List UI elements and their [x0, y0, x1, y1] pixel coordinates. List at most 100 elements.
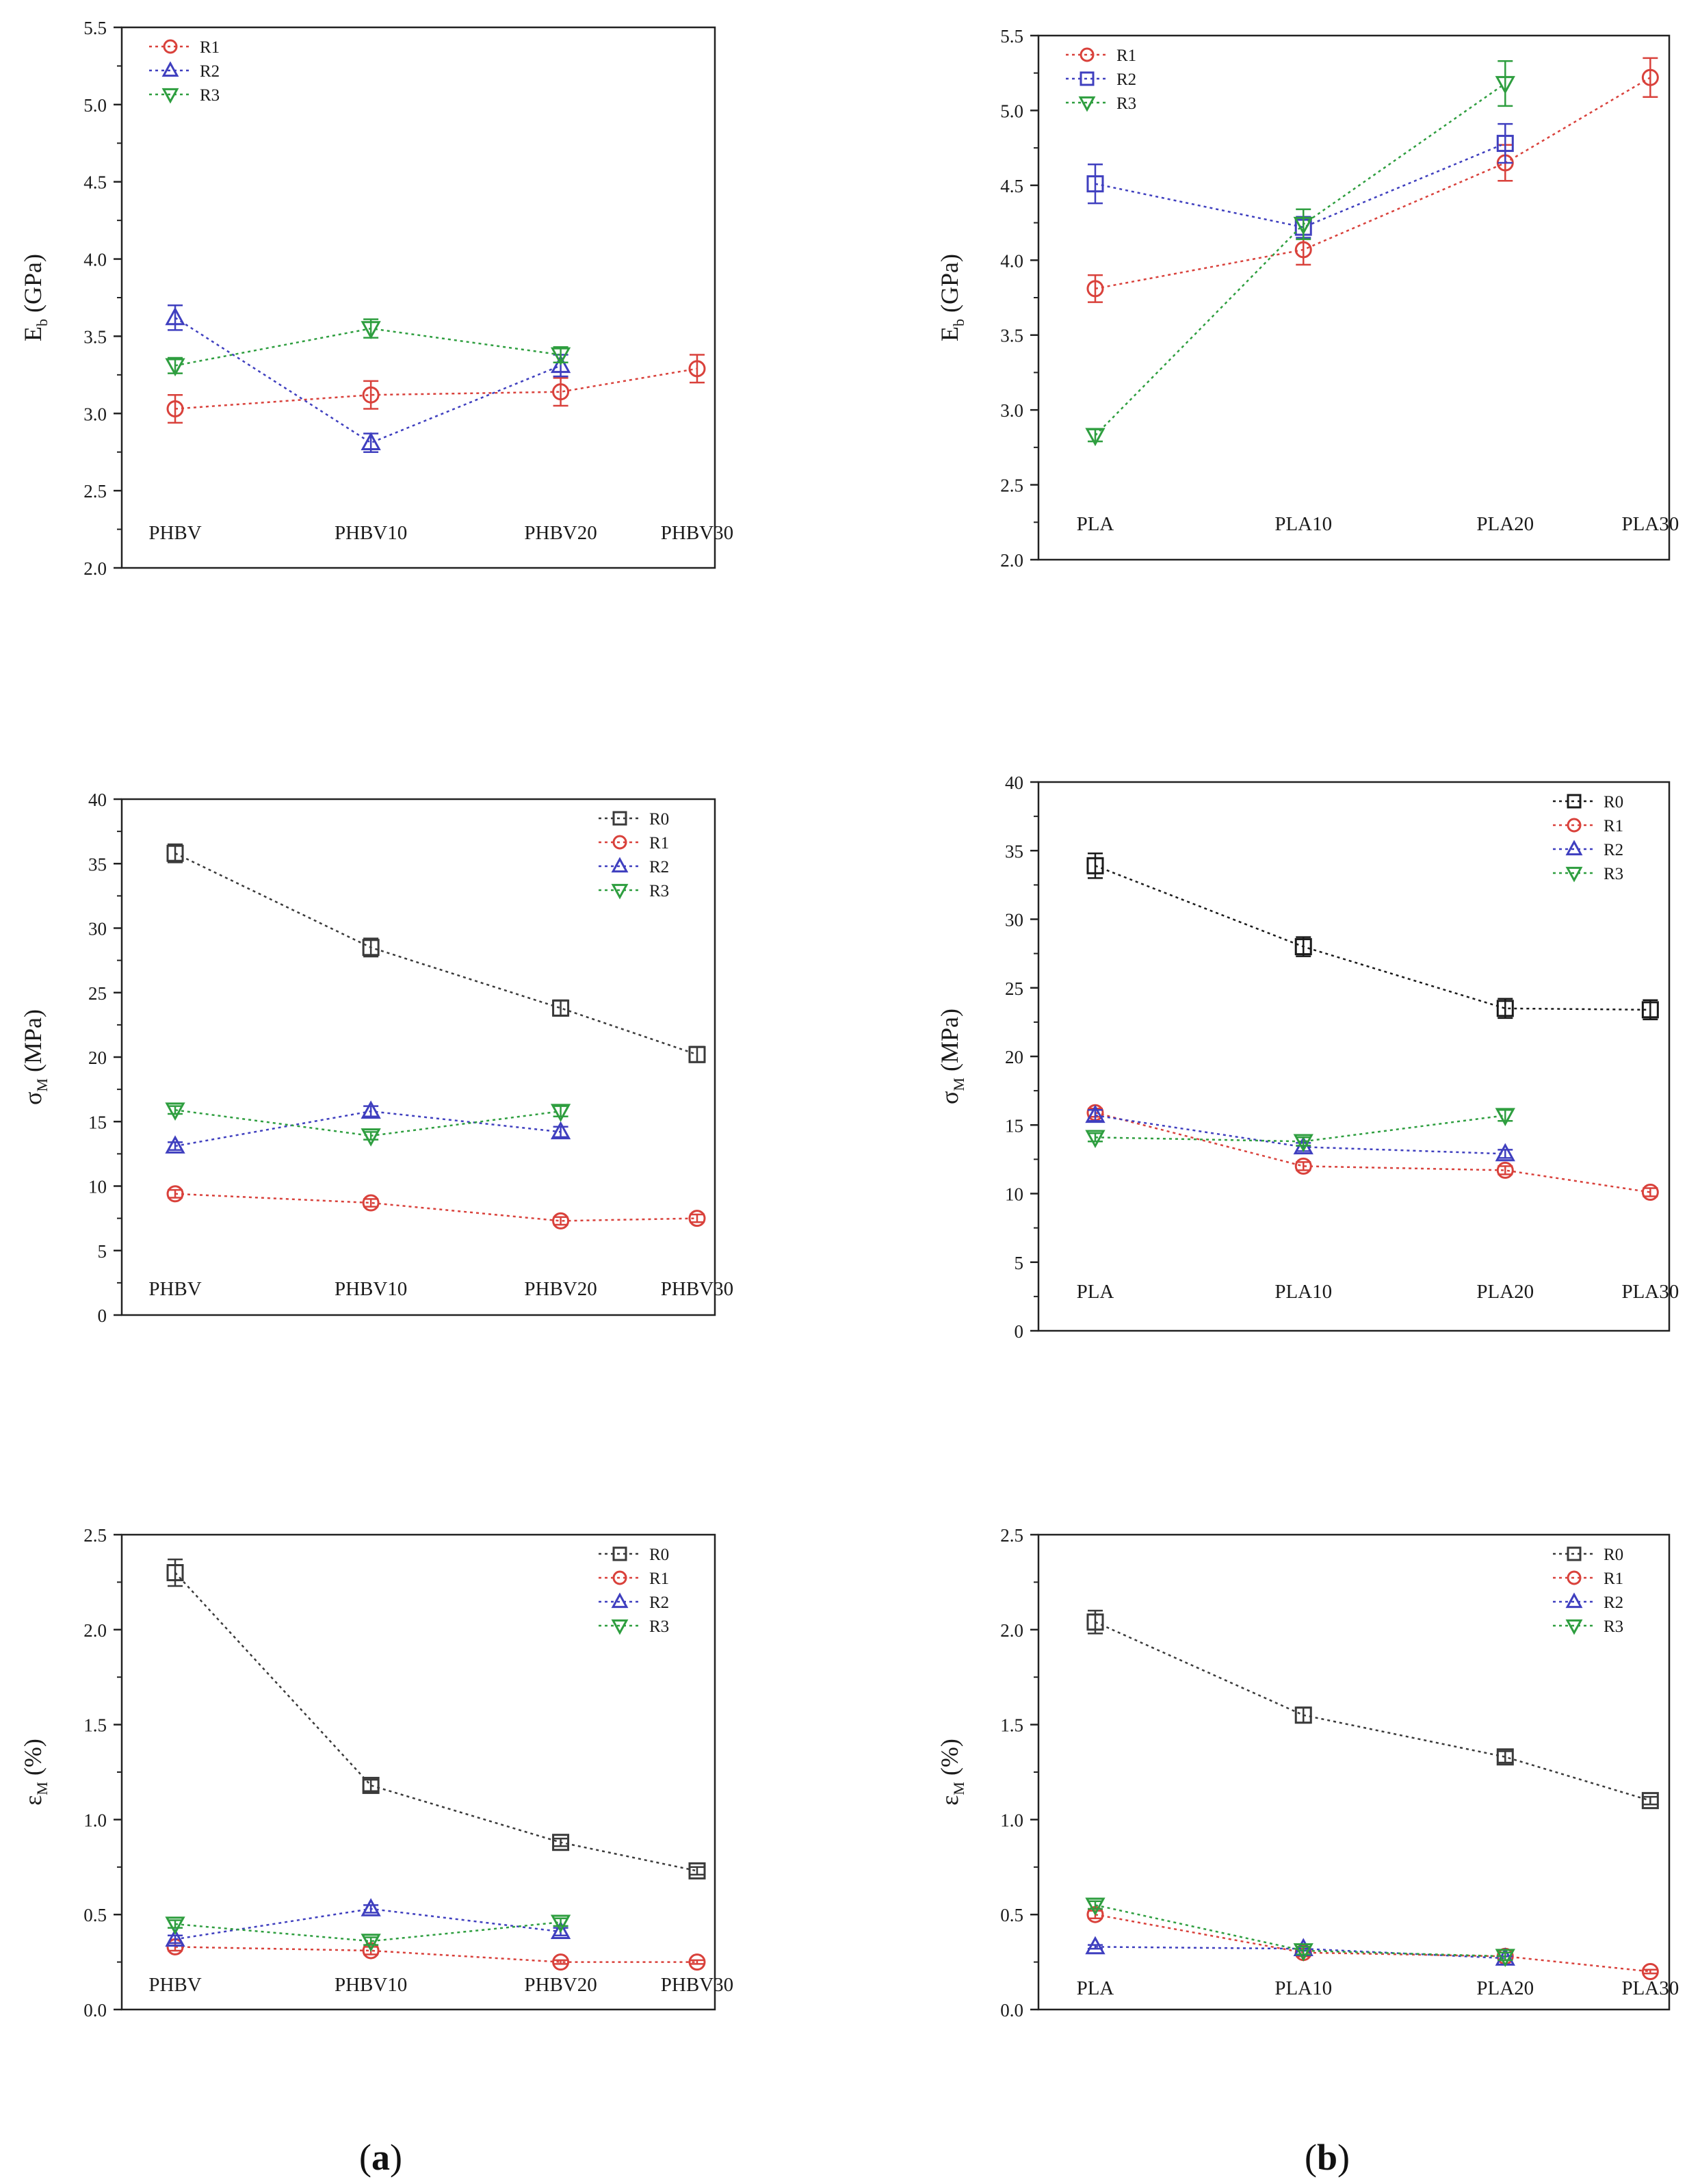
y-tick-label: 15: [1005, 1115, 1023, 1136]
y-tick-label: 0.5: [83, 1905, 107, 1925]
data-point: [1085, 428, 1106, 447]
category-label: PHBV20: [524, 1278, 597, 1300]
y-tick-label: 40: [88, 790, 107, 810]
data-point: [688, 1862, 706, 1880]
data-point: [688, 360, 706, 378]
series-R0: [1086, 853, 1659, 1021]
y-tick-label: 0: [98, 1305, 107, 1326]
data-point: [1496, 1161, 1514, 1179]
data-point: [1086, 280, 1104, 298]
legend-marker: [1567, 1546, 1582, 1561]
y-tick-label: 0.0: [1000, 2000, 1023, 2020]
data-point: [1294, 1157, 1312, 1175]
legend-label: R3: [1604, 865, 1623, 883]
y-axis-label-main: ε: [19, 1795, 47, 1806]
chart-a1: 2.0 2.5 3.0 3.5 4.0 4.5 5.0 5.5 Eb (GPa) PHBV PHBV…: [19, 18, 733, 579]
y-tick-label: 15: [88, 1112, 107, 1132]
y-axis-label-sub: M: [34, 1782, 51, 1795]
y-tick-label: 10: [88, 1177, 107, 1197]
data-point: [1293, 1134, 1313, 1153]
data-point: [165, 1135, 185, 1154]
y-axis-label-sub: M: [950, 1782, 967, 1795]
data-point: [1641, 1792, 1659, 1810]
y-tick-label: 40: [1005, 772, 1023, 793]
legend-marker: [163, 39, 178, 54]
category-label: PHBV: [148, 1974, 201, 1996]
category-label: PLA30: [1621, 513, 1679, 535]
data-point: [362, 939, 380, 957]
data-point: [1641, 68, 1659, 86]
legend-label: R3: [1116, 94, 1136, 113]
data-point: [361, 321, 381, 339]
category-label: PHBV10: [335, 1974, 407, 1996]
data-point: [1086, 175, 1104, 193]
series-R1: [166, 1185, 706, 1230]
chart-a3: 0.0 0.5 1.0 1.5 2.0 2.5 εM (%) PHBV PHBV10 PHBV20…: [19, 1525, 733, 2020]
category-label: PLA20: [1476, 1977, 1534, 1999]
category-label: PHBV20: [524, 1974, 597, 1996]
series-R3: [1085, 1108, 1515, 1153]
legend-label: R2: [1604, 1594, 1623, 1612]
legend-marker: [612, 835, 627, 850]
data-point: [550, 1921, 571, 1940]
legend-label: R1: [1604, 817, 1623, 835]
data-point: [1085, 1130, 1106, 1149]
y-axis-label-unit: (MPa): [936, 1009, 963, 1078]
category-label: PLA: [1077, 1281, 1114, 1303]
plot-frame: [1037, 1533, 1671, 2011]
category-label: PLA30: [1621, 1977, 1679, 1999]
legend: R1 R2 R3: [149, 38, 220, 105]
legend-marker: [1565, 866, 1583, 883]
series-line: [1095, 142, 1506, 229]
series-line: [174, 1193, 698, 1222]
series-R3: [1085, 1897, 1515, 1968]
series-R3: [165, 1102, 571, 1147]
data-point: [361, 432, 381, 451]
category-label: PHBV30: [661, 1974, 733, 1996]
y-tick-label: 5.5: [83, 18, 107, 38]
series-R1: [1086, 1906, 1659, 1980]
series-R1: [1086, 57, 1659, 303]
y-tick-label: 5: [1015, 1253, 1024, 1273]
legend-marker: [611, 857, 629, 873]
series-line: [1095, 1111, 1651, 1193]
data-point: [361, 1934, 381, 1952]
y-tick-label: 25: [88, 983, 107, 1004]
y-tick-label: 2.0: [83, 558, 107, 579]
legend-marker: [612, 1570, 627, 1585]
legend-label: R2: [649, 858, 669, 876]
data-point: [362, 1776, 380, 1794]
y-axis-label-sub: M: [34, 1078, 51, 1092]
y-axis-label-sub: M: [950, 1078, 967, 1091]
series-line: [1095, 83, 1506, 437]
legend: R0 R1 R2 R3: [599, 810, 669, 900]
y-tick-label: 3.0: [83, 404, 107, 424]
legend-marker: [161, 88, 179, 104]
data-point: [165, 307, 185, 326]
y-axis-label-sub: b: [950, 319, 967, 326]
legend: R0 R1 R2 R3: [1553, 1546, 1623, 1636]
data-point: [165, 358, 185, 377]
y-tick-label: 3.5: [83, 326, 107, 347]
series-R1: [166, 354, 706, 424]
data-point: [361, 1898, 381, 1916]
legend-marker: [1080, 47, 1095, 62]
chart-b3: 0.0 0.5 1.0 1.5 2.0 2.5 εM (%) PLA PLA10 PLA20 PLA…: [936, 1525, 1679, 2020]
legend-marker: [1080, 71, 1095, 86]
plot-frame: [120, 26, 716, 569]
series-R2: [165, 1100, 571, 1154]
data-point: [361, 1100, 381, 1119]
y-axis-label-main: E: [936, 326, 963, 341]
series-line: [1095, 77, 1651, 290]
category-label: PLA10: [1274, 1977, 1332, 1999]
y-axis-label-unit: (MPa): [19, 1009, 47, 1078]
chart-b1: 2.0 2.5 3.0 3.5 4.0 4.5 5.0 5.5 Eb (GPa) PLA PLA10…: [936, 26, 1679, 571]
y-axis-label-main: σ: [936, 1091, 963, 1104]
y-tick-label: 4.5: [83, 172, 107, 193]
plot-frame: [1037, 34, 1671, 561]
legend-marker: [161, 61, 179, 77]
data-point: [688, 1045, 706, 1063]
data-point: [1495, 1143, 1515, 1162]
y-axis-label: εM (%): [19, 1739, 51, 1806]
